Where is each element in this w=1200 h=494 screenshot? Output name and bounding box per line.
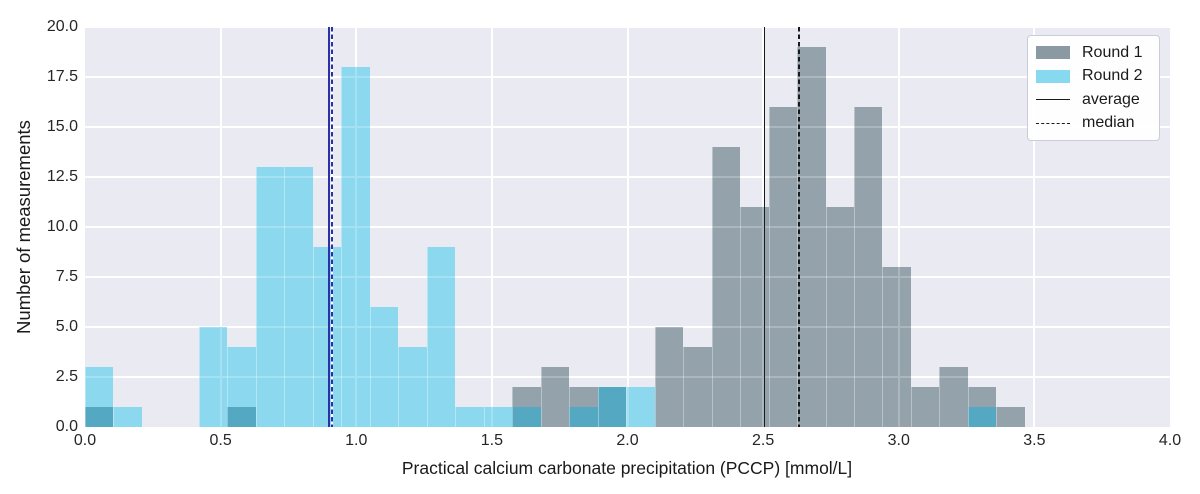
histogram-bar-round1: [654, 327, 684, 427]
histogram-bar-round2: [312, 247, 342, 427]
histogram-bar-round1: [711, 147, 741, 427]
legend-label: average: [1082, 90, 1140, 108]
histogram-bar-round2: [113, 407, 142, 427]
x-axis-title: Practical calcium carbonate precipitatio…: [401, 458, 853, 478]
gridline-vertical: [219, 27, 222, 427]
histogram-bar-round2: [198, 327, 228, 427]
legend-label: Round 1: [1082, 43, 1143, 61]
x-tick-label: 0.5: [209, 432, 232, 449]
y-tick-label: 5.0: [55, 318, 78, 335]
x-tick-label: 1.5: [480, 432, 503, 449]
gridline-vertical: [490, 27, 493, 427]
solid-line-icon: [1036, 99, 1072, 101]
histogram-bar-overlap: [967, 407, 997, 427]
y-tick-label: 7.5: [55, 268, 78, 285]
histogram-bar-round1: [996, 407, 1025, 427]
y-tick-label: 0.0: [55, 418, 78, 435]
histogram-bar-round1: [683, 347, 712, 427]
histogram-bar-round1: [853, 107, 883, 427]
y-tick-label: 17.5: [46, 68, 78, 85]
histogram-bar-overlap: [512, 407, 541, 427]
y-tick-label: 2.5: [55, 368, 78, 385]
bars-layer: [85, 27, 1170, 427]
x-tick-label: 3.5: [1023, 432, 1046, 449]
histogram-bar-round1: [967, 387, 997, 407]
gridline-vertical: [897, 27, 900, 427]
histogram-bar-round2: [483, 407, 513, 427]
x-tick-label: 1.0: [345, 432, 368, 449]
histogram-bar-round1: [768, 107, 798, 427]
histogram-bar-round2: [341, 67, 370, 427]
histogram-bar-round2: [626, 387, 655, 427]
legend-label: median: [1082, 114, 1135, 132]
legend: Round 1 Round 2 average median: [1027, 35, 1160, 141]
histogram-bar-round2: [85, 367, 114, 407]
y-tick-label: 10.0: [46, 218, 78, 235]
histogram-bar-round1: [939, 367, 968, 427]
round2-median-line: [330, 27, 333, 427]
histogram-bar-overlap: [597, 387, 627, 427]
plot-area: [85, 26, 1170, 427]
x-tick-label: 2.0: [616, 432, 639, 449]
histogram-bar-round2: [369, 307, 399, 427]
legend-item-median: median: [1036, 112, 1151, 136]
y-tick-label: 20.0: [46, 18, 78, 35]
gridline-vertical: [1033, 27, 1036, 427]
round2-average-line: [327, 27, 331, 427]
histogram-bar-round1: [882, 267, 911, 427]
round2-swatch-icon: [1036, 69, 1072, 83]
dashed-line-icon: [1036, 122, 1072, 124]
x-tick-label: 4.0: [1158, 432, 1182, 449]
y-tick-label: 15.0: [46, 118, 78, 135]
legend-label: Round 2: [1082, 67, 1143, 85]
histogram-bar-round2: [426, 247, 456, 427]
stat-lines-layer: [85, 27, 1170, 427]
x-tick-label: 0.0: [73, 432, 97, 449]
histogram-bar-round1: [910, 387, 940, 427]
histogram-bar-round1: [569, 387, 598, 407]
gridline-vertical: [626, 27, 629, 427]
histogram-bar-round2: [398, 347, 427, 427]
y-tick-label: 12.5: [46, 168, 78, 185]
x-tick-label: 3.0: [887, 432, 910, 449]
histogram-bar-overlap: [227, 407, 256, 427]
histogram-bar-round1: [540, 367, 570, 427]
legend-item-round2: Round 2: [1036, 65, 1151, 89]
histogram-bar-round2: [227, 347, 256, 407]
histogram-bar-overlap: [569, 407, 598, 427]
histogram-bar-overlap: [85, 407, 114, 427]
histogram-bar-round1: [797, 47, 826, 427]
round1-median-line: [798, 27, 800, 427]
histogram-bar-round1: [512, 387, 541, 407]
round1-swatch-icon: [1036, 46, 1072, 60]
histogram-bar-round1: [825, 207, 854, 427]
histogram-bar-round2: [455, 407, 484, 427]
legend-item-round1: Round 1: [1036, 41, 1151, 65]
x-tick-label: 2.5: [752, 432, 775, 449]
histogram-bar-round2: [284, 167, 313, 427]
legend-item-average: average: [1036, 88, 1151, 112]
y-axis-title: Number of measurements: [13, 120, 34, 334]
round1-average-line: [763, 27, 766, 427]
histogram-bar-round2: [255, 167, 285, 427]
